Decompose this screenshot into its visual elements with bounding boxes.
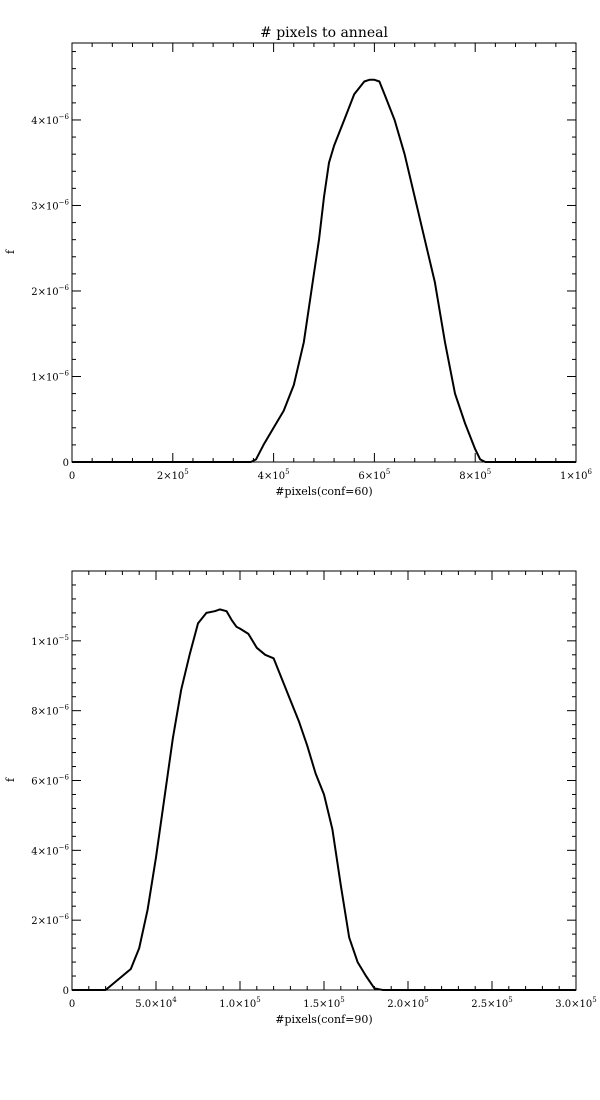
x-tick-label: 2.0×105 — [387, 996, 428, 1010]
x-tick-label: 8×105 — [459, 468, 491, 482]
x-tick-label: 0 — [69, 999, 75, 1010]
x-tick-label: 1×106 — [560, 468, 592, 482]
x-tick-label: 2×105 — [157, 468, 189, 482]
y-tick-label: 3×10−6 — [31, 198, 69, 212]
y-tick-label: 1×10−6 — [31, 369, 69, 383]
y-tick-label: 2×10−6 — [31, 284, 69, 298]
y-tick-label: 6×10−6 — [31, 774, 69, 788]
series-line — [72, 608, 576, 991]
plot-frame — [71, 42, 577, 463]
y-axis-label: f — [4, 777, 17, 782]
y-tick-label: 0 — [63, 458, 69, 469]
y-axis-label: f — [4, 249, 17, 254]
y-tick-label: 1×10−5 — [31, 634, 69, 648]
y-tick-label: 4×10−6 — [31, 113, 69, 127]
y-tick-label: 8×10−6 — [31, 704, 69, 718]
x-axis-label: #pixels(conf=90) — [275, 1013, 372, 1026]
y-tick-label: 0 — [63, 986, 69, 997]
y-tick-label: 2×10−6 — [31, 913, 69, 927]
x-tick-label: 1.5×105 — [303, 996, 344, 1010]
x-tick-label: 6×105 — [358, 468, 390, 482]
chart-title: # pixels to anneal — [260, 25, 388, 41]
y-tick-label: 4×10−6 — [31, 843, 69, 857]
x-tick-label: 5.0×104 — [135, 996, 177, 1010]
x-tick-label: 1.0×105 — [219, 996, 260, 1010]
x-tick-label: 3.0×105 — [555, 996, 596, 1010]
x-tick-label: 2.5×105 — [471, 996, 512, 1010]
x-axis-label: #pixels(conf=60) — [275, 485, 372, 498]
chart-bottom: #pixels(conf=90) f 0 5.0×104 1.0×105 1.5×10… — [4, 570, 597, 1026]
x-tick-label: 4×105 — [258, 468, 290, 482]
chart-top: # pixels to anneal #pixels(conf=60) f 0 2… — [4, 25, 593, 498]
plot-frame — [71, 570, 577, 991]
x-tick-label: 0 — [69, 471, 75, 482]
series-line — [72, 78, 576, 463]
